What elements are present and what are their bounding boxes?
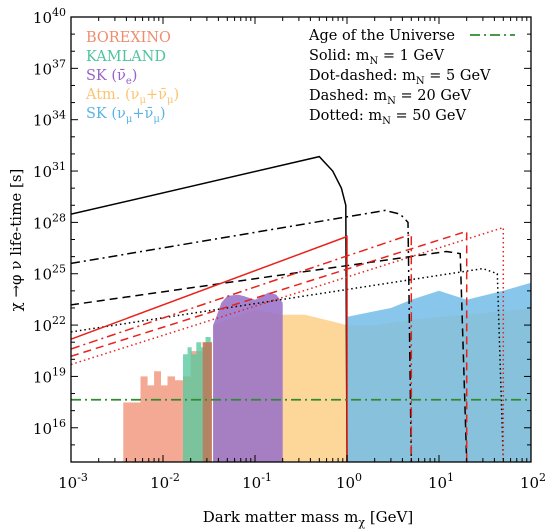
lifetime-curve-1	[71, 155, 348, 462]
legend-left: BOREXINO KAMLAND SK (ν̄e)Atm. (νμ+ν̄μ)SK (…	[85, 30, 179, 125]
exclusion-regions	[123, 282, 531, 462]
legend-left-item: SK (νμ+ν̄μ)	[86, 106, 166, 125]
lifetime-curve-3	[71, 250, 468, 462]
x-tick-label: 102	[520, 471, 545, 492]
y-tick-label: 1016	[33, 417, 66, 438]
y-axis-label: χ →φ ν life-time [s]	[7, 169, 25, 312]
legend-left-item: SK (ν̄e)	[86, 68, 137, 87]
legend-mass-item: Solid: mN = 1 GeV	[309, 48, 445, 67]
legend-mass-item: Dotted: mN = 50 GeV	[309, 108, 466, 127]
x-tick-label: 101	[428, 471, 454, 492]
y-tick-label: 1025	[33, 263, 66, 284]
x-tick-label: 10-1	[242, 471, 272, 492]
lifetime-curve-2	[71, 209, 413, 462]
y-tick-label: 1037	[33, 57, 66, 78]
legend-left-item: Atm. (νμ+ν̄μ)	[85, 87, 179, 106]
legend-age-label: Age of the Universe	[308, 28, 455, 44]
region-sk-mu	[347, 282, 531, 462]
y-tick-label: 1040	[33, 6, 66, 27]
plot-frame	[70, 16, 532, 463]
x-tick-label: 10-2	[150, 471, 180, 492]
y-tick-label: 1034	[33, 109, 66, 130]
y-tick-label: 1019	[33, 365, 66, 386]
lifetime-curve-4	[71, 267, 505, 462]
region-sk-e	[213, 292, 283, 462]
axis-ticks	[70, 16, 532, 463]
y-tick-label: 1031	[33, 160, 66, 181]
lifetime-curve-6	[71, 233, 413, 462]
x-tick-label: 10-3	[58, 471, 88, 492]
lifetime-curves	[71, 155, 505, 462]
tick-labels: 10-3 10-2 10-1 100 101 102 1016 1019 1022 1025 102…	[33, 6, 545, 492]
legend-left-item: KAMLAND	[86, 49, 166, 65]
legend-right: Age of the Universe Solid: mN = 1 GeVDot-…	[308, 28, 515, 127]
y-tick-label: 1028	[33, 211, 66, 232]
legend-mass-item: Dot-dashed: mN = 5 GeV	[309, 68, 491, 87]
x-tick-label: 100	[336, 471, 362, 492]
legend-left-item: BOREXINO	[86, 30, 171, 46]
x-axis-label: Dark matter mass mχ [GeV]	[203, 508, 413, 529]
region-borexino-dark	[202, 342, 212, 462]
lifetime-curve-5	[71, 235, 348, 462]
legend-mass-item: Dashed: mN = 20 GeV	[309, 88, 472, 107]
y-tick-label: 1022	[33, 314, 66, 335]
